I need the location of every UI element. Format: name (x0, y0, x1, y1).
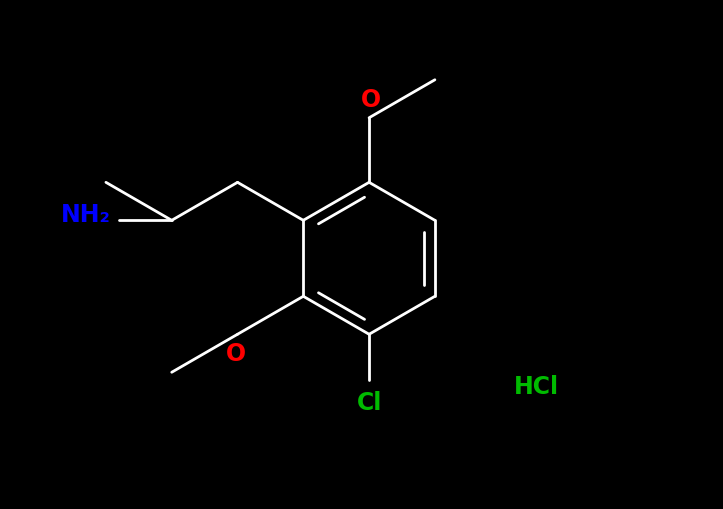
Text: O: O (361, 89, 381, 112)
Text: HCl: HCl (513, 376, 559, 400)
Text: Cl: Cl (356, 391, 382, 415)
Text: NH₂: NH₂ (61, 203, 111, 227)
Text: O: O (226, 342, 246, 366)
